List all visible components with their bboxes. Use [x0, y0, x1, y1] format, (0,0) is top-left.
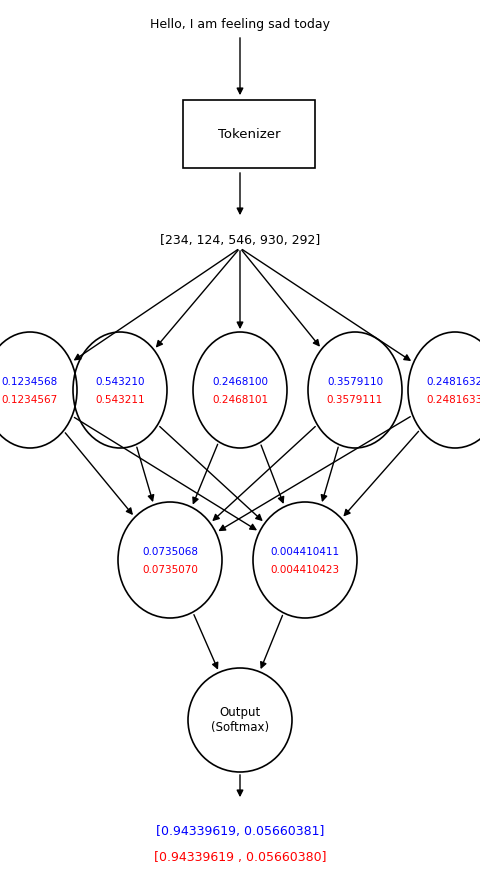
Text: Output
(Softmax): Output (Softmax): [211, 706, 268, 734]
Text: 0.543210: 0.543210: [95, 377, 144, 387]
Text: 0.2481632: 0.2481632: [426, 377, 480, 387]
Text: 0.3579111: 0.3579111: [326, 395, 383, 405]
Text: 0.004410411: 0.004410411: [270, 547, 339, 557]
Text: [234, 124, 546, 930, 292]: [234, 124, 546, 930, 292]: [159, 234, 320, 247]
Text: 0.0735068: 0.0735068: [142, 547, 198, 557]
Bar: [182, 100, 314, 168]
Text: [0.94339619 , 0.05660380]: [0.94339619 , 0.05660380]: [154, 852, 325, 864]
Text: 0.3579110: 0.3579110: [326, 377, 382, 387]
Text: 0.2481633: 0.2481633: [426, 395, 480, 405]
Text: 0.1234568: 0.1234568: [2, 377, 58, 387]
Text: 0.1234567: 0.1234567: [2, 395, 58, 405]
Text: 0.004410423: 0.004410423: [270, 565, 339, 575]
Text: [0.94339619, 0.05660381]: [0.94339619, 0.05660381]: [156, 825, 324, 839]
Text: 0.2468100: 0.2468100: [212, 377, 267, 387]
Text: Tokenizer: Tokenizer: [217, 128, 280, 140]
Text: 0.543211: 0.543211: [95, 395, 144, 405]
Text: Hello, I am feeling sad today: Hello, I am feeling sad today: [150, 18, 329, 31]
Text: 0.0735070: 0.0735070: [142, 565, 198, 575]
Text: 0.2468101: 0.2468101: [212, 395, 267, 405]
